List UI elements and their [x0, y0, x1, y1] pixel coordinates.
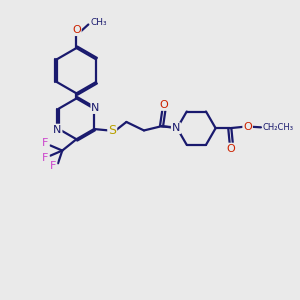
- Text: O: O: [243, 122, 252, 132]
- Text: CH₃: CH₃: [91, 18, 107, 27]
- Text: F: F: [42, 138, 49, 148]
- Text: S: S: [108, 124, 116, 137]
- Text: F: F: [42, 153, 49, 163]
- Text: N: N: [91, 103, 100, 113]
- Text: O: O: [159, 100, 168, 110]
- Text: CH₂CH₃: CH₂CH₃: [263, 123, 294, 132]
- Text: O: O: [72, 25, 81, 35]
- Text: F: F: [50, 160, 56, 171]
- Text: N: N: [53, 124, 61, 135]
- Text: N: N: [172, 123, 180, 133]
- Text: O: O: [226, 144, 235, 154]
